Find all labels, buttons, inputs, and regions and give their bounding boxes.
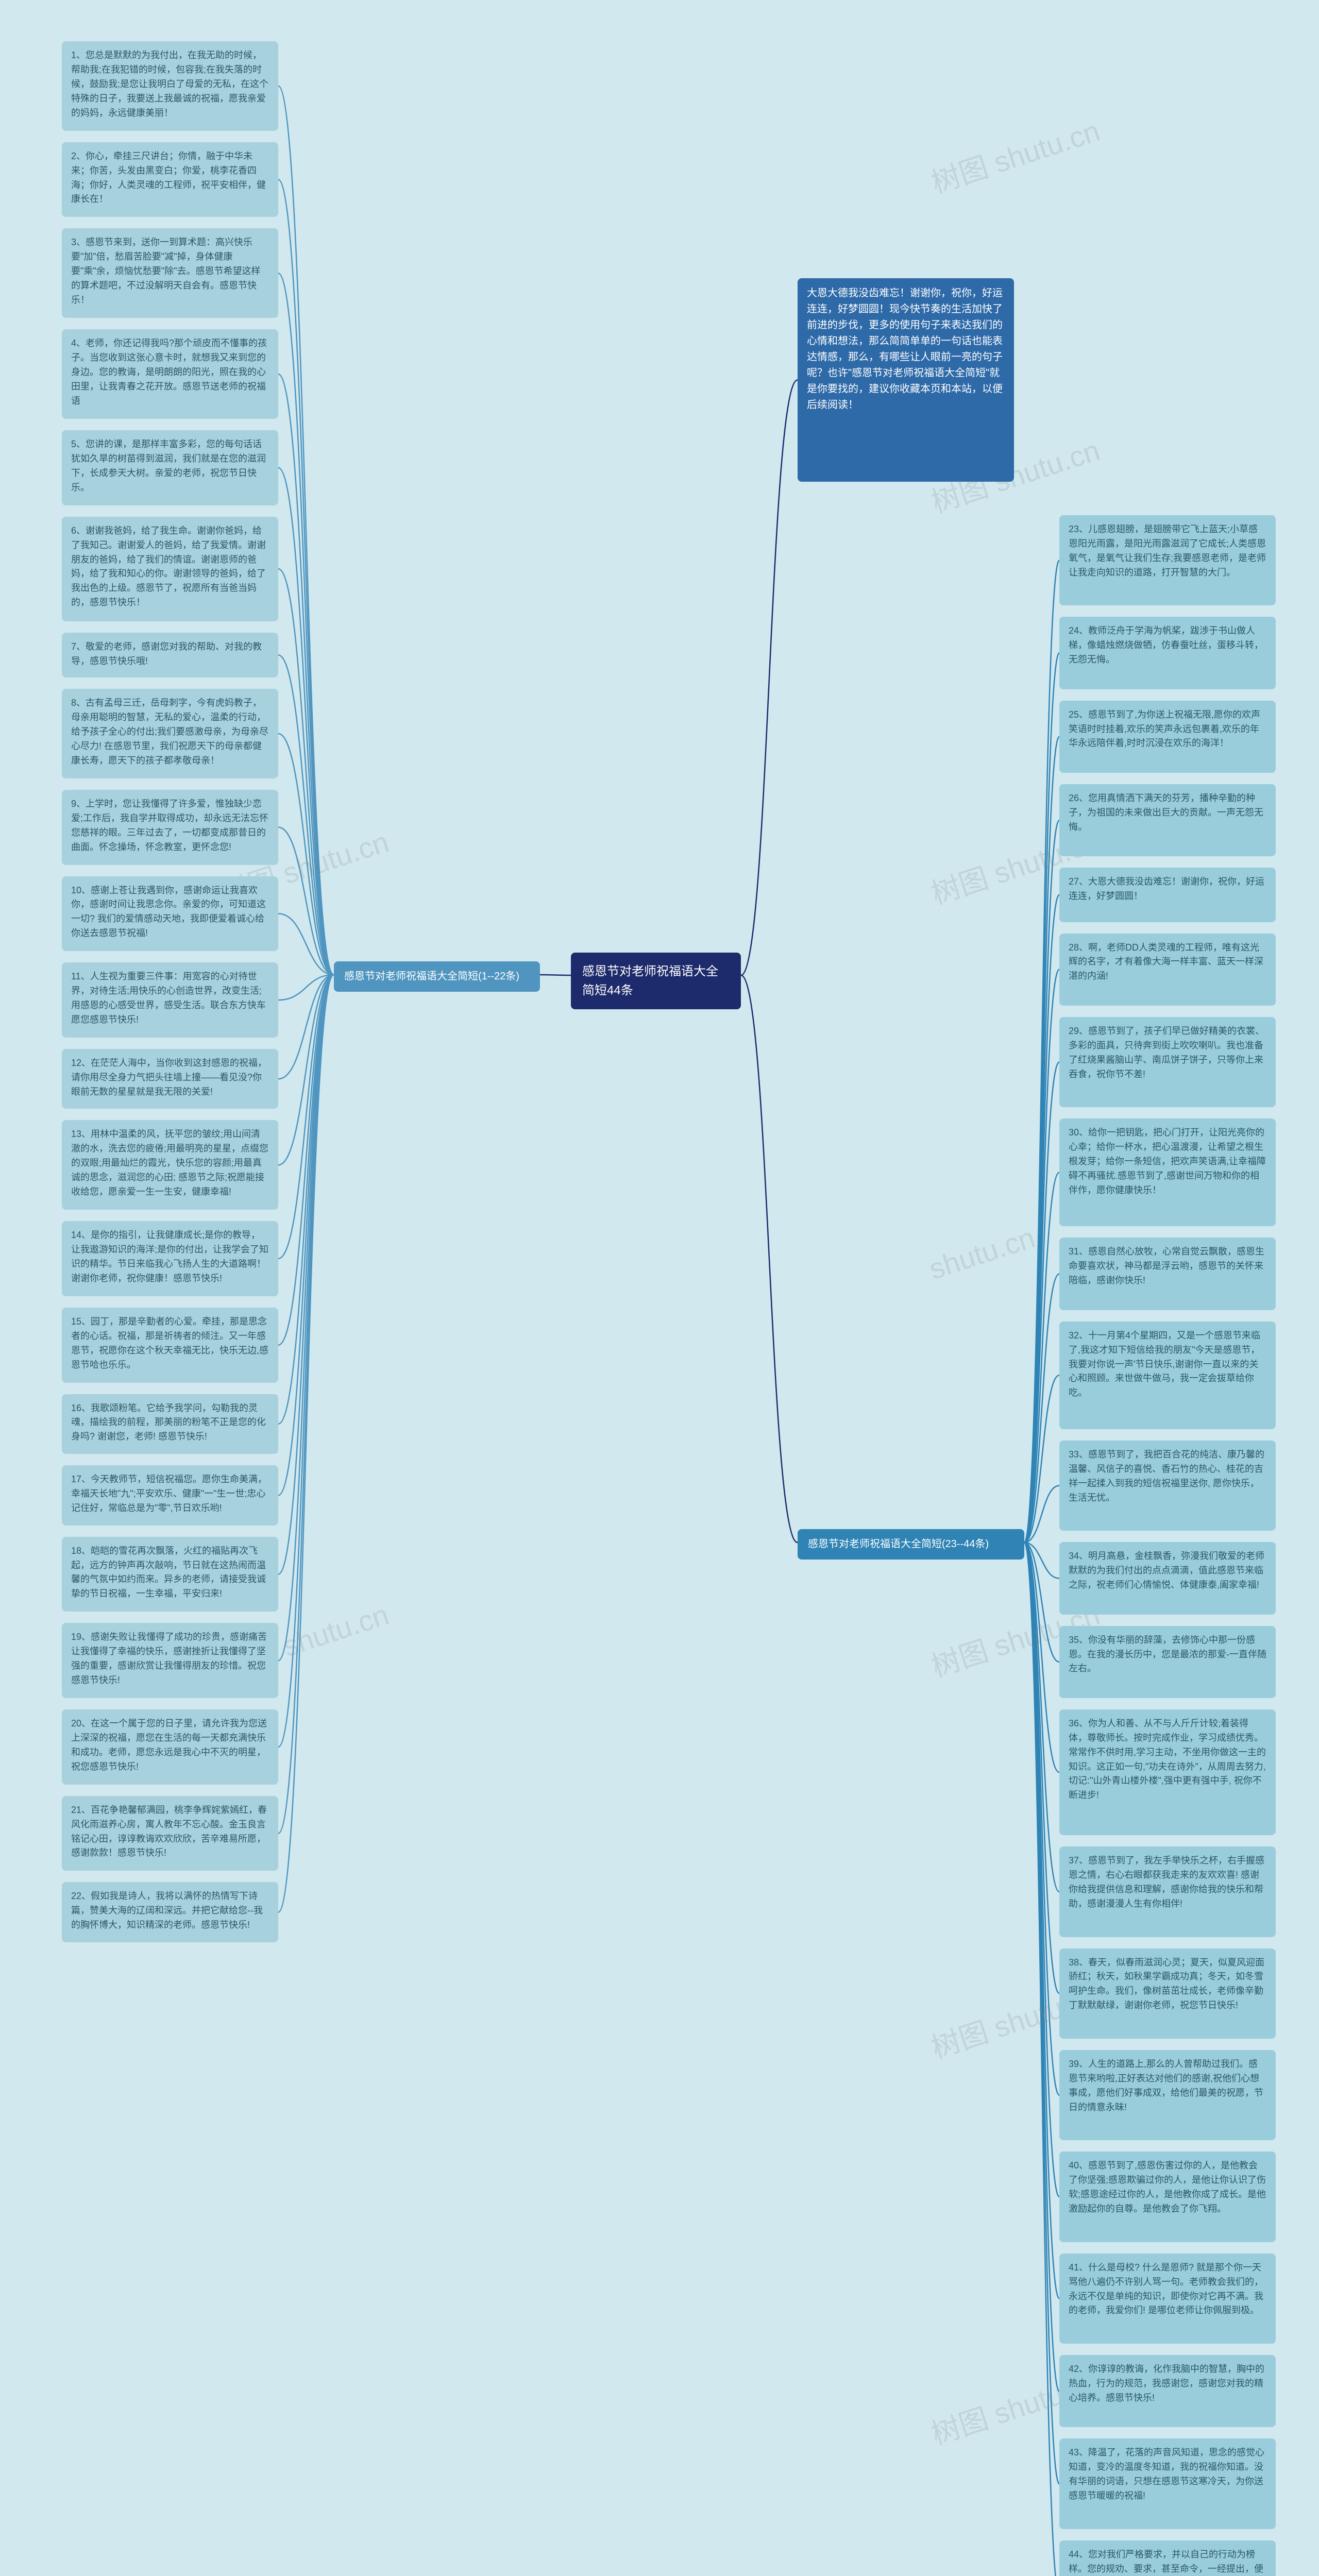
mindmap-canvas: 树图 shutu.cn树图 shutu.cn树图 shutu.cnshutu.c…	[0, 0, 1319, 2576]
right-leaf-40: 40、感恩节到了,感恩伤害过你的人，是他教会了你坚强;感恩欺骗过你的人，是他让你…	[1059, 2151, 1276, 2242]
right-leaf-41: 41、什么是母校? 什么是恩师? 就是那个你一天骂他八遍仍不许别人骂一句。老师教…	[1059, 2253, 1276, 2344]
left-leaf-4: 4、老师，你还记得我吗?那个顽皮而不懂事的孩子。当您收到这张心意卡时，就想我又来…	[62, 329, 278, 419]
right-leaf-28: 28、啊，老师DD人类灵魂的工程师，唯有这光辉的名字，才有着像大海一样丰富、蓝天…	[1059, 934, 1276, 1006]
right-leaf-29: 29、感恩节到了，孩子们早已做好精美的衣裳、多彩的面具，只待奔到街上吹吹喇叭。我…	[1059, 1017, 1276, 1107]
left-leaf-15: 15、园丁，那是辛勤者的心爱。牵挂，那是思念者的心话。祝福，那是祈祷者的倾注。又…	[62, 1308, 278, 1383]
watermark: 树图 shutu.cn	[925, 108, 1105, 202]
right-leaf-31: 31、感恩自然心放牧，心常自觉云飘散，感恩生命要喜欢状，神马都是浮云哟，感恩节的…	[1059, 1238, 1276, 1310]
right-leaf-38: 38、春天，似春雨滋润心灵；夏天，似夏风迎面骄红；秋天，如秋果学霸成功真；冬天，…	[1059, 1948, 1276, 2039]
right-leaf-25: 25、感恩节到了,为你送上祝福无限,愿你的欢声笑语时时挂着,欢乐的笑声永远包裹着…	[1059, 701, 1276, 773]
left-leaf-13: 13、用林中温柔的风，抚平您的皱纹;用山间清澈的水，洗去您的疲倦;用最明亮的星星…	[62, 1120, 278, 1210]
right-leaf-23: 23、儿感恩翅膀，是翅膀带它飞上蓝天;小草感恩阳光雨露，是阳光雨露滋润了它成长;…	[1059, 515, 1276, 605]
left-leaf-19: 19、感谢失败让我懂得了成功的珍贵，感谢痛苦让我懂得了幸福的快乐，感谢挫折让我懂…	[62, 1623, 278, 1698]
left-leaf-17: 17、今天教师节，短信祝福您。愿你生命美满，幸福天长地"九";平安欢乐、健康"一…	[62, 1465, 278, 1526]
left-leaf-21: 21、百花争艳馨郁满园，桃李争辉姹紫嫣红，春风化雨滋养心房，寓人教年不忘心酸。金…	[62, 1796, 278, 1871]
root-node: 感恩节对老师祝福语大全简短44条	[571, 953, 741, 1009]
left-leaf-9: 9、上学时，您让我懂得了许多爱，惟独缺少恋爱;工作后，我自学并取得成功，却永远无…	[62, 790, 278, 865]
right-leaf-42: 42、你谆谆的教诲，化作我脑中的智慧，胸中的热血，行为的规范，我感谢您，感谢您对…	[1059, 2355, 1276, 2427]
right-leaf-35: 35、你没有华丽的辞藻，去修饰心中那一份感恩。在我的漫长历中，您是最浓的那爱-一…	[1059, 1626, 1276, 1698]
right-leaf-44: 44、您对我们严格要求，并以自己的行动为榜样。您的规劝、要求，甚至命令，一经提出…	[1059, 2540, 1276, 2576]
right-leaf-43: 43、降温了，花落的声音风知道，思念的感觉心知道，变冷的温度冬知道，我的祝福你知…	[1059, 2438, 1276, 2529]
left-leaf-10: 10、感谢上苍让我遇到你，感谢命运让我喜欢你，感谢时间让我思念你。亲爱的你，可知…	[62, 876, 278, 952]
left-leaf-18: 18、皑皑的雪花再次飘落，火红的福贴再次飞起，远方的钟声再次敲响，节日就在这热闹…	[62, 1537, 278, 1612]
right-leaf-27: 27、大恩大德我没齿难忘！谢谢你，祝你，好运连连，好梦圆圆！	[1059, 868, 1276, 922]
right-leaf-30: 30、给你一把钥匙，把心门打开，让阳光亮你的心幸；给你一杯水，把心温渡漫，让希望…	[1059, 1118, 1276, 1226]
right-leaf-34: 34、明月高悬，金桂飘香，弥漫我们敬爱的老师默默的为我们付出的点点滴滴，值此感恩…	[1059, 1542, 1276, 1614]
watermark: shutu.cn	[925, 1221, 1039, 1286]
right-leaf-24: 24、教师泛舟于学海为帆桨，跋涉于书山做人梯，像蜡烛燃烧做牺，仿春蚕吐丝，蛋移斗…	[1059, 617, 1276, 689]
right-leaf-37: 37、感恩节到了，我左手举快乐之杯，右手握感恩之情，右心右眼都获我走来的友欢欢喜…	[1059, 1846, 1276, 1937]
branch-left: 感恩节对老师祝福语大全简短(1--22条)	[334, 961, 540, 992]
left-leaf-12: 12、在茫茫人海中，当你收到这封感恩的祝福，请你用尽全身力气把头往墙上撞——看见…	[62, 1049, 278, 1109]
intro-node: 大恩大德我没齿难忘！谢谢你，祝你，好运连连，好梦圆圆！现今快节奏的生活加快了前进…	[798, 278, 1014, 482]
left-leaf-5: 5、您讲的课，是那样丰富多彩，您的每句话话犹如久旱的树苗得到滋润，我们就是在您的…	[62, 430, 278, 505]
left-leaf-7: 7、敬爱的老师，感谢您对我的帮助、对我的教导，感恩节快乐哦!	[62, 633, 278, 677]
left-leaf-11: 11、人生视为重要三件事：用宽容的心对待世界，对待生活;用快乐的心创造世界，改变…	[62, 962, 278, 1038]
right-leaf-32: 32、十一月第4个星期四，又是一个感恩节来临了,我这才知下短信给我的朋友"今天是…	[1059, 1321, 1276, 1429]
left-leaf-3: 3、感恩节来到，送你一到算术题：高兴快乐要"加"倍，愁眉苦脸要"减"掉，身体健康…	[62, 228, 278, 318]
right-leaf-39: 39、人生的道路上,那么的人曾帮助过我们。感恩节来哟啦,正好表达对他们的感谢,祝…	[1059, 2050, 1276, 2140]
left-leaf-1: 1、您总是默默的为我付出，在我无助的时候，帮助我;在我犯错的时候，包容我;在我失…	[62, 41, 278, 131]
right-leaf-26: 26、您用真情洒下满天的芬芳，播种辛勤的种子，为祖国的未来做出巨大的贡献。一声无…	[1059, 784, 1276, 856]
left-leaf-2: 2、你心，牵挂三尺讲台；你情，融于中华未来；你苦，头发由黑变白；你爱，桃李花香四…	[62, 142, 278, 217]
left-leaf-20: 20、在这一个属于您的日子里，请允许我为您送上深深的祝福，愿您在生活的每一天都充…	[62, 1709, 278, 1785]
branch-right: 感恩节对老师祝福语大全简短(23--44条)	[798, 1529, 1024, 1560]
right-leaf-36: 36、你为人和善、从不与人斤斤计较;着装得体，尊敬师长。按时完成作业，学习成绩优…	[1059, 1709, 1276, 1835]
left-leaf-22: 22、假如我是诗人，我将以满怀的热情写下诗篇，赞美大海的辽阔和深远。并把它献给您…	[62, 1882, 278, 1942]
left-leaf-14: 14、是你的指引，让我健康成长;是你的教导，让我遨游知识的海洋;是你的付出，让我…	[62, 1221, 278, 1296]
right-leaf-33: 33、感恩节到了，我把百合花的纯洁、康乃馨的温馨、风信子的喜悦、香石竹的热心、桂…	[1059, 1440, 1276, 1531]
left-leaf-8: 8、古有孟母三迁，岳母刺字，今有虎妈教子，母亲用聪明的智慧，无私的爱心，温柔的行…	[62, 689, 278, 778]
left-leaf-16: 16、我歌颂粉笔。它给予我学问，勾勒我的灵魂，描绘我的前程，那美丽的粉笔不正是您…	[62, 1394, 278, 1454]
left-leaf-6: 6、谢谢我爸妈，给了我生命。谢谢你爸妈，给了我知己。谢谢爱人的爸妈，给了我爱情。…	[62, 517, 278, 621]
